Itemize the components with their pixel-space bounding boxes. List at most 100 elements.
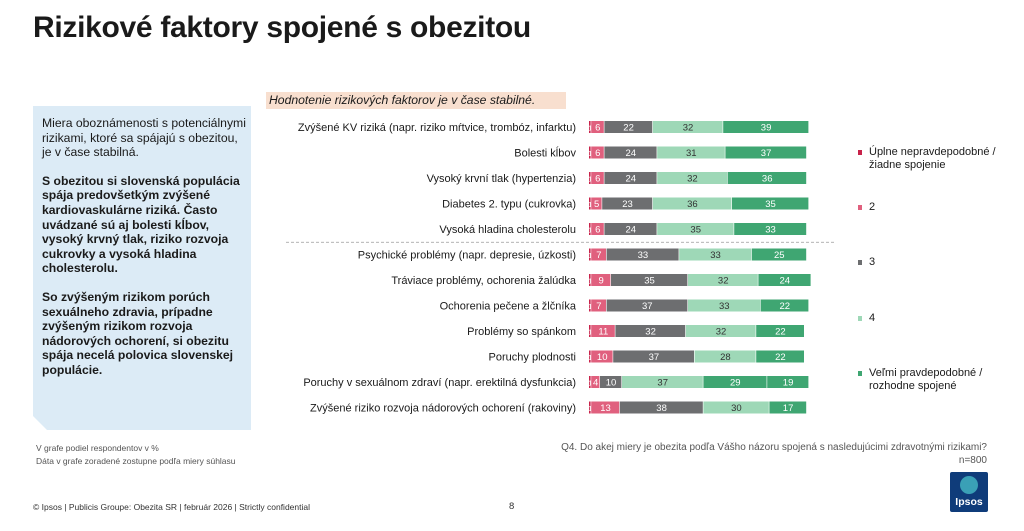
- bar-value-label: 1: [588, 151, 592, 158]
- bar-value-label: 30: [731, 403, 742, 414]
- footnote-2: Dáta v grafe zoradené zostupne podľa mie…: [36, 456, 236, 466]
- bar-segment: [703, 376, 767, 388]
- bar-segment: [589, 350, 591, 363]
- bar-segment: [758, 274, 811, 286]
- bar-segment: [732, 197, 809, 210]
- bar-segment: [589, 172, 591, 184]
- bar-segment: [591, 350, 613, 363]
- bar-value-label: 1: [588, 406, 592, 413]
- bar-segment: [767, 376, 809, 388]
- footnote-1: V grafe podiel respondentov v %: [36, 443, 159, 453]
- bar-value-label: 22: [780, 301, 791, 312]
- bar-value-label: 1: [588, 304, 592, 311]
- bar-segment: [591, 197, 602, 210]
- bar-value-label: 22: [775, 352, 786, 363]
- bar-segment: [589, 146, 591, 159]
- bar-segment: [591, 376, 600, 388]
- legend-label-s2: 2: [869, 201, 876, 213]
- bar-segment: [591, 299, 606, 312]
- note-paragraph-1: Miera oboznámenosti s potenciálnymi rizi…: [42, 116, 246, 160]
- bar-value-label: 6: [595, 174, 600, 185]
- bar-segment: [589, 248, 591, 261]
- bar-segment: [622, 376, 703, 388]
- bar-segment: [600, 376, 622, 388]
- bar-value-label: 1: [588, 279, 592, 286]
- category-label: Bolesti kĺbov: [514, 147, 576, 160]
- bar-value-label: 4: [593, 378, 598, 389]
- chart-subtitle: Hodnotenie rizikových faktorov je v čase…: [266, 92, 566, 109]
- bar-segment: [591, 172, 604, 184]
- bar-value-label: 33: [638, 250, 649, 261]
- bar-value-label: 37: [657, 378, 668, 389]
- bar-value-label: 7: [596, 250, 601, 261]
- category-label: Vysoký krvní tlak (hypertenzia): [427, 173, 576, 185]
- bar-segment: [694, 350, 756, 363]
- bar-value-label: 38: [656, 403, 667, 414]
- bar-segment: [657, 223, 734, 235]
- bar-value-label: 39: [761, 123, 772, 134]
- bar-segment: [619, 401, 703, 414]
- bar-value-label: 24: [626, 225, 637, 236]
- bar-segment: [589, 401, 591, 414]
- bar-segment: [734, 223, 807, 235]
- bar-value-label: 37: [761, 148, 772, 159]
- bar-segment: [615, 325, 686, 337]
- note-paragraph-2: S obezitou si slovenská populácia spája …: [42, 173, 240, 276]
- bar-value-label: 1: [588, 330, 592, 337]
- bar-segment: [589, 376, 591, 388]
- bar-segment: [589, 223, 591, 235]
- bar-segment: [760, 299, 809, 312]
- bar-segment: [591, 146, 604, 159]
- bar-value-label: 36: [762, 174, 773, 185]
- bar-value-label: 29: [730, 378, 741, 389]
- category-label: Zvýšené riziko rozvoja nádorových ochore…: [310, 403, 576, 415]
- bar-segment: [591, 223, 604, 235]
- bar-value-label: 37: [649, 352, 660, 363]
- bar-segment: [602, 197, 653, 210]
- bar-value-label: 1: [588, 202, 592, 209]
- legend-label-s5: Veľmi pravdepodobné / rozhodne spojené: [869, 367, 983, 392]
- logo-emblem: [960, 476, 978, 494]
- bar-segment: [652, 121, 723, 133]
- bar-value-label: 24: [626, 148, 637, 159]
- bar-segment: [604, 223, 657, 235]
- bar-value-label: 32: [718, 276, 729, 287]
- bar-value-label: 1: [588, 253, 592, 260]
- bar-segment: [703, 401, 769, 414]
- legend-item-s1: Úplne nepravdepodobné / žiadne spojenie: [858, 146, 1018, 172]
- bar-segment: [589, 274, 591, 286]
- category-label: Psychické problémy (napr. depresie, úzko…: [358, 250, 576, 262]
- bar-segment: [591, 274, 611, 286]
- bar-value-label: 5: [594, 199, 599, 210]
- bar-value-label: 13: [600, 403, 611, 414]
- page-number: 8: [509, 501, 515, 512]
- legend-label-s3: 3: [869, 256, 876, 268]
- category-label: Diabetes 2. typu (cukrovka): [442, 199, 576, 211]
- logo-text: Ipsos: [955, 496, 983, 508]
- bar-segment: [756, 325, 804, 337]
- bar-value-label: 32: [687, 174, 698, 185]
- bar-segment: [589, 325, 591, 337]
- bar-value-label: 1: [588, 126, 592, 133]
- bar-segment: [611, 274, 688, 286]
- bar-value-label: 22: [623, 123, 634, 134]
- bar-segment: [591, 325, 615, 337]
- bar-value-label: 1: [588, 381, 592, 388]
- bar-segment: [756, 350, 804, 363]
- bar-segment: [591, 248, 606, 261]
- legend-swatch-s4: [858, 316, 862, 321]
- bar-segment: [589, 121, 591, 133]
- legend-item-s3: 3: [858, 256, 1018, 269]
- bar-value-label: 36: [687, 199, 698, 210]
- bar-value-label: 37: [642, 301, 653, 312]
- bar-value-label: 23: [622, 199, 633, 210]
- bar-value-label: 17: [783, 403, 794, 414]
- legend-item-s2: 2: [858, 201, 1018, 214]
- bar-value-label: 11: [598, 327, 608, 338]
- bar-value-label: 1: [588, 228, 592, 235]
- bar-value-label: 7: [596, 301, 601, 312]
- bar-value-label: 10: [597, 352, 608, 363]
- bar-segment: [591, 121, 604, 133]
- bar-segment: [769, 401, 807, 414]
- legend-swatch-s1: [858, 150, 862, 155]
